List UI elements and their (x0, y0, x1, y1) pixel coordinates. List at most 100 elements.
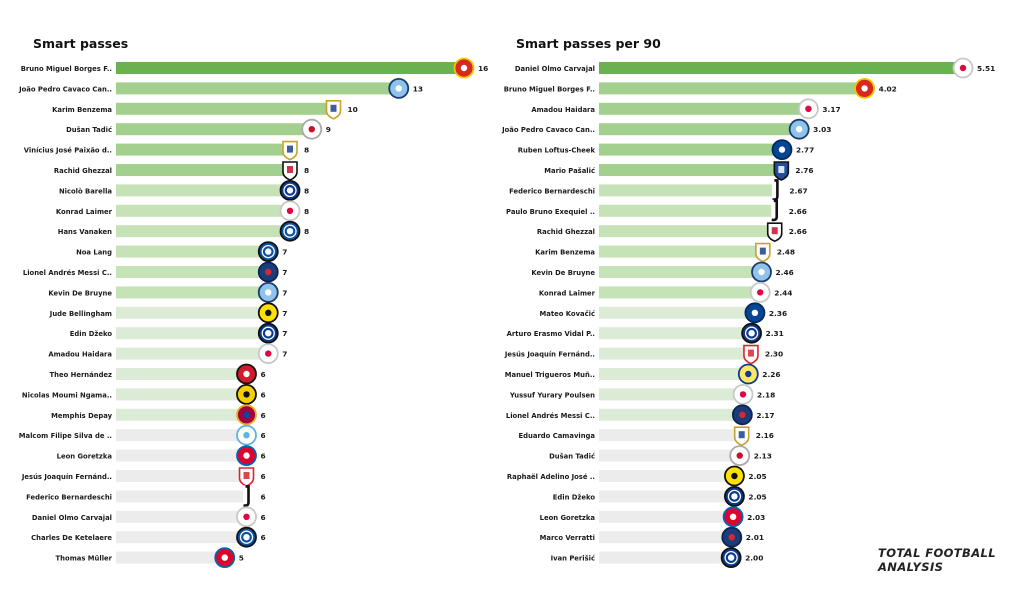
smart-passes-per-90-value-label: 5.51 (977, 64, 995, 73)
smart-passes-bar (116, 327, 269, 340)
smart-passes-bar (116, 306, 269, 319)
smart-passes-per-90-category-label: Yussuf Yurary Poulsen (509, 391, 595, 399)
club-brugge-crest-icon (257, 241, 279, 263)
smart-passes-value-label: 6 (261, 431, 266, 440)
smart-passes-category-label: Jesús Joaquín Fernánd.. (21, 473, 112, 481)
psg-crest-icon (721, 526, 743, 548)
smart-passes-bar (116, 286, 269, 299)
man-city-crest-icon (257, 281, 279, 303)
smart-passes-per-90-value-label: 2.36 (769, 309, 787, 318)
smart-passes-value-label: 6 (261, 472, 266, 481)
smart-passes-category-label: João Pedro Cavaco Can.. (18, 85, 112, 93)
inter-crest-icon (720, 547, 742, 568)
smart-passes-per-90-bar (599, 245, 763, 258)
young-boys-crest-icon (236, 383, 257, 405)
smart-passes-value-label: 6 (261, 411, 266, 420)
smart-passes-bar (116, 388, 247, 401)
chart-title-smart-passes-per-90: Smart passes per 90 (516, 36, 661, 51)
smart-passes-per-90-value-label: 2.13 (754, 452, 772, 461)
smart-passes-bar (116, 490, 247, 503)
smart-passes-value-label: 7 (282, 288, 287, 297)
real-madrid-crest-icon (282, 140, 298, 161)
zenit-crest-icon (236, 424, 257, 446)
smart-passes-per-90-category-label: Dušan Tadić (549, 453, 595, 461)
smart-passes-per-90-bar (599, 470, 735, 482)
smart-passes-per-90-value-label: 2.01 (746, 533, 764, 542)
smart-passes-per-90-bar (599, 102, 809, 115)
smart-passes-bar (116, 123, 312, 136)
smart-passes-category-label: Nicolas Moumi Ngama.. (22, 391, 112, 399)
smart-passes-per-90-value-label: 2.30 (765, 350, 783, 359)
smart-passes-value-label: 6 (261, 513, 266, 522)
smart-passes-value-label: 6 (261, 533, 266, 542)
smart-passes-per-90-value-label: 2.46 (776, 268, 794, 277)
smart-passes-bar (116, 408, 247, 421)
bayern-crest-icon (214, 547, 236, 568)
smart-passes-category-label: Bruno Miguel Borges F.. (21, 65, 112, 73)
rb-leipzig-crest-icon (236, 506, 257, 528)
smart-passes-category-label: Daniel Olmo Carvajal (32, 514, 112, 522)
smart-passes-bar (116, 470, 247, 482)
rb-leipzig-crest-icon (257, 343, 279, 365)
smart-passes-per-90-bar (599, 510, 734, 523)
smart-passes-per-90-value-label: 2.31 (766, 329, 784, 338)
ajax-crest-icon (301, 118, 323, 140)
smart-passes-per-90-category-label: Edin Džeko (553, 493, 596, 501)
smart-passes-per-90-bar (599, 531, 732, 544)
smart-passes-per-90-value-label: 2.66 (789, 207, 807, 216)
smart-passes-category-label: Theo Hernández (50, 371, 113, 379)
smart-passes-bar (116, 62, 464, 74)
smart-passes-value-label: 8 (304, 166, 309, 175)
smart-passes-per-90-category-label: Konrad Laimer (539, 289, 596, 297)
smart-passes-value-label: 7 (282, 309, 287, 318)
smart-passes-value-label: 6 (261, 390, 266, 399)
smart-passes-category-label: Edin Džeko (70, 330, 113, 338)
smart-passes-per-90-category-label: Federico Bernardeschi (509, 187, 595, 195)
smart-passes-per-90-bar (599, 388, 744, 401)
smart-passes-bar (116, 531, 247, 544)
barcelona-crest-icon (236, 404, 257, 426)
smart-passes-per-90-value-label: 2.18 (757, 390, 775, 399)
smart-passes-bar (116, 204, 290, 217)
smart-passes-per-90-category-label: Leon Goretzka (540, 514, 596, 522)
smart-passes-per-90-category-label: Bruno Miguel Borges F.. (504, 85, 595, 93)
dortmund-crest-icon (724, 465, 745, 487)
smart-passes-per-90-bar (599, 368, 749, 380)
man-city-crest-icon (388, 78, 410, 99)
smart-passes-per-90-bar (599, 327, 752, 340)
smart-passes-category-label: Malcom Filipe Silva de .. (19, 432, 112, 440)
smart-passes-per-90-category-label: Manuel Trigueros Muñ.. (505, 371, 595, 379)
smart-passes-category-label: Thomas Müller (56, 555, 113, 563)
smart-passes-bar (116, 368, 247, 380)
smart-passes-per-90-value-label: 2.67 (789, 186, 807, 195)
man-city-crest-icon (751, 261, 772, 283)
smart-passes-per-90-category-label: Mateo Kovačić (540, 310, 595, 318)
smart-passes-per-90-bar (599, 429, 742, 442)
smart-passes-per-90-bar (599, 449, 740, 462)
real-madrid-crest-icon (755, 242, 771, 263)
chelsea-crest-icon (744, 302, 766, 324)
smart-passes-category-label: Rachid Ghezzal (54, 167, 112, 175)
smart-passes-bar (116, 551, 225, 564)
smart-passes-value-label: 6 (261, 492, 266, 501)
smart-passes-per-90-bar (599, 306, 755, 319)
juventus-crest-icon (243, 485, 250, 508)
bayern-crest-icon (722, 506, 744, 528)
smart-passes-category-label: Charles De Ketelaere (31, 534, 112, 542)
smart-passes-per-90-value-label: 2.66 (789, 227, 807, 236)
villarreal-crest-icon (737, 363, 759, 385)
smart-passes-per-90-value-label: 2.05 (748, 472, 766, 481)
smart-passes-category-label: Nicolò Barella (59, 187, 112, 195)
smart-passes-value-label: 8 (304, 207, 309, 216)
smart-passes-value-label: 8 (304, 186, 309, 195)
club-brugge-crest-icon (236, 526, 257, 548)
juventus-crest-icon (771, 199, 779, 222)
juventus-crest-icon (771, 179, 779, 202)
smart-passes-category-label: Federico Bernardeschi (26, 493, 112, 501)
sevilla-crest-icon (743, 344, 759, 365)
smart-passes-per-90-bar (599, 204, 775, 217)
smart-passes-value-label: 7 (282, 268, 287, 277)
smart-passes-category-label: Konrad Laimer (56, 208, 113, 216)
bayern-crest-icon (236, 445, 257, 467)
